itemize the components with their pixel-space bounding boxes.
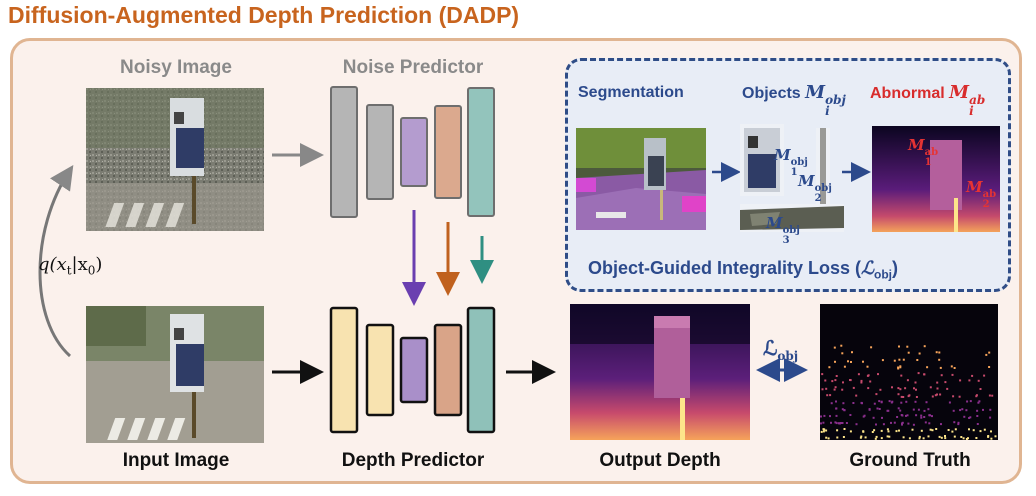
figure-title: Diffusion-Augmented Depth Prediction (DA…	[8, 2, 520, 28]
forward-diffusion-label: q(xt|x0)	[38, 254, 103, 278]
segmentation-image	[576, 128, 706, 230]
ground-truth-label: Ground Truth	[849, 450, 971, 471]
object-crop-1	[740, 124, 784, 196]
input-image	[86, 306, 264, 443]
ground-truth-image	[820, 304, 998, 440]
depth-predictor-label: Depth Predictor	[341, 450, 485, 471]
abnormal-depth-image	[872, 126, 1000, 232]
loss-obj-symbol: ℒobj	[763, 336, 799, 363]
output-depth-label: Output Depth	[599, 450, 721, 471]
segmentation-label: Segmentation	[578, 84, 684, 101]
noisy-image-label: Noisy Image	[120, 57, 232, 78]
noise-predictor-label: Noise Predictor	[342, 57, 484, 78]
input-image-label: Input Image	[122, 450, 230, 471]
object-crop-3	[740, 204, 844, 232]
loss-caption: Object-Guided Integrality Loss (ℒobj)	[588, 258, 899, 282]
noisy-image	[86, 88, 264, 231]
output-depth-image	[570, 304, 750, 440]
